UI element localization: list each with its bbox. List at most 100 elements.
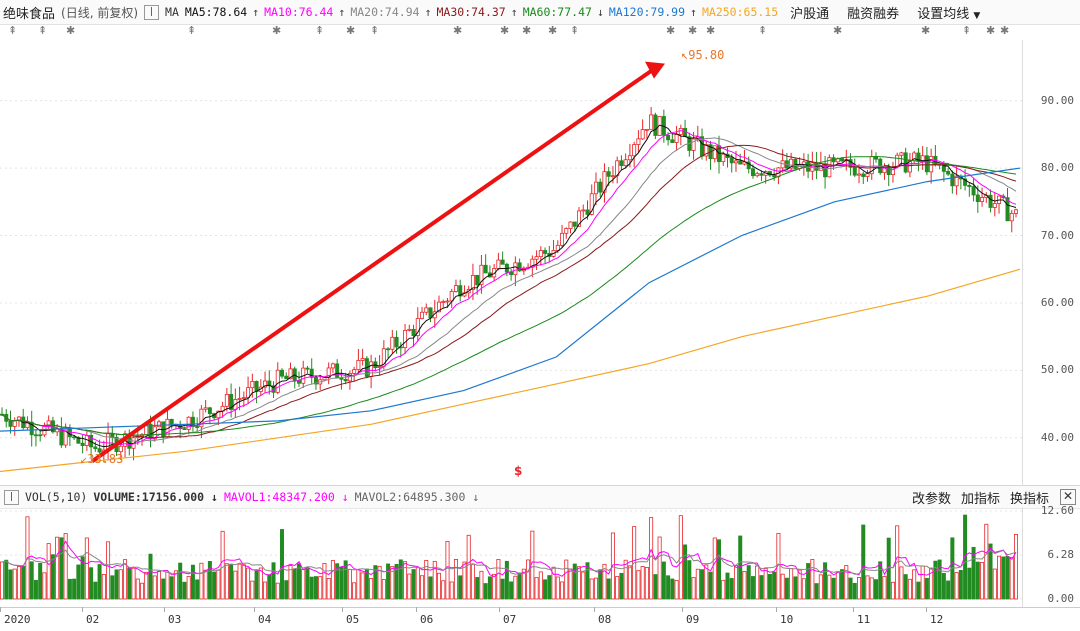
candlestick [903, 147, 908, 174]
volume-bar [793, 576, 798, 600]
event-star-icon[interactable]: ✱ [706, 24, 716, 37]
candle-body [1014, 209, 1019, 214]
volume-bar [411, 569, 416, 600]
volume-bar [110, 575, 115, 600]
mavol2-line [1, 549, 1017, 575]
event-marker-icon[interactable]: ⇞ [187, 24, 197, 37]
event-star-icon[interactable]: ✱ [1000, 24, 1010, 37]
volume-bar [695, 568, 700, 600]
ma20-line [1, 137, 1017, 443]
margin-trading-menu[interactable]: 融资融券 [847, 6, 900, 22]
volume-bar [182, 581, 187, 600]
volume-bar [971, 546, 976, 600]
volume-bar [967, 567, 972, 600]
volume-bar [76, 564, 81, 600]
add-indicator-button[interactable]: 加指标 [960, 491, 1000, 507]
close-icon[interactable]: ✕ [1060, 489, 1076, 505]
volume-bar [526, 559, 531, 600]
candle-body [589, 193, 594, 215]
hgt-menu[interactable]: 沪股通 [790, 6, 830, 22]
event-star-icon[interactable]: ✱ [453, 24, 463, 37]
candle-body [793, 158, 798, 169]
volume-bar [403, 561, 408, 600]
volume-bar [131, 567, 136, 600]
candlestick [729, 154, 734, 173]
candlestick [929, 148, 934, 184]
candle-body [903, 152, 908, 173]
switch-indicator-button[interactable]: 换指标 [1009, 491, 1049, 507]
volume-bar [708, 571, 713, 600]
volume-bar [330, 560, 335, 600]
volume-chart[interactable] [0, 507, 1022, 607]
candle-body [729, 157, 734, 164]
event-star-icon[interactable]: ✱ [346, 24, 356, 37]
volume-bar [93, 581, 98, 600]
dividend-marker[interactable]: $ [514, 464, 523, 478]
volume-bar [742, 571, 747, 600]
candle-body [801, 161, 806, 166]
event-star-icon[interactable]: ✱ [688, 24, 698, 37]
candlestick [649, 106, 654, 130]
change-params-button[interactable]: 改参数 [911, 491, 951, 507]
volume-bar [322, 563, 327, 600]
candlestick [653, 112, 658, 140]
candle-body [572, 221, 577, 227]
event-star-icon[interactable]: ✱ [66, 24, 76, 37]
event-star-icon[interactable]: ✱ [522, 24, 532, 37]
event-marker-icon[interactable]: ⇞ [370, 24, 380, 37]
event-star-icon[interactable]: ✱ [272, 24, 282, 37]
event-marker-icon[interactable]: ⇞ [570, 24, 580, 37]
volume-bar [674, 580, 679, 600]
event-star-icon[interactable]: ✱ [986, 24, 996, 37]
candle-body [190, 416, 195, 427]
volume-bar [958, 570, 963, 600]
volume-bar [114, 569, 119, 600]
candlestick [581, 204, 586, 218]
time-axis-label: 04 [258, 613, 272, 626]
candle-body [428, 307, 433, 319]
event-marker-icon[interactable]: ⇞ [315, 24, 325, 37]
candle-body [118, 445, 123, 453]
candle-body [971, 186, 976, 196]
candlestick [288, 362, 293, 380]
ma-settings-menu[interactable]: 设置均线 ▼ [908, 3, 989, 22]
event-marker-icon[interactable]: ⇞ [962, 24, 972, 37]
collapse-icon[interactable]: | [4, 489, 19, 505]
event-marker-icon[interactable]: ⇞ [758, 24, 768, 37]
vol-indicator[interactable]: VOL(5,10) [25, 490, 88, 504]
volume-bar [852, 582, 857, 600]
event-star-icon[interactable]: ✱ [921, 24, 931, 37]
volume-bar [106, 541, 111, 600]
candle-body [339, 377, 344, 380]
candlestick [403, 323, 408, 355]
event-marker-icon[interactable]: ⇞ [38, 24, 48, 37]
event-star-icon[interactable]: ✱ [833, 24, 843, 37]
candle-body [946, 170, 951, 175]
volume-bar [38, 562, 43, 600]
candle-body [755, 173, 760, 177]
event-marker-row: ⇞ ⇞ ✱ ⇞ ✱ ⇞ ✱ ⇞ ✱ ✱ ✱ ✱ ⇞ ✱ ✱ ✱ ⇞ ✱ ✱ ⇞ … [0, 24, 1080, 40]
event-star-icon[interactable]: ✱ [548, 24, 558, 37]
volume-bar [101, 574, 106, 600]
candle-body [16, 416, 21, 422]
event-star-icon[interactable]: ✱ [666, 24, 676, 37]
stock-title[interactable]: 绝味食品 [3, 6, 56, 22]
candlestick [971, 178, 976, 202]
volume-bar [305, 568, 310, 600]
candlestick [568, 221, 573, 234]
price-chart[interactable] [0, 40, 1022, 485]
candle-body [72, 436, 77, 439]
candle-body [284, 375, 289, 380]
candlestick [615, 156, 620, 184]
volume-bar [873, 579, 878, 600]
candle-body [496, 259, 501, 269]
volume-bar [555, 576, 560, 600]
volume-bar [661, 561, 666, 600]
event-marker-icon[interactable]: ⇞ [8, 24, 18, 37]
candlestick [424, 303, 429, 316]
period-label[interactable]: (日线, 前复权) [61, 5, 139, 20]
x-axis-line [0, 607, 1080, 608]
candlestick [789, 152, 794, 172]
event-star-icon[interactable]: ✱ [500, 24, 510, 37]
collapse-icon[interactable]: | [144, 4, 160, 20]
